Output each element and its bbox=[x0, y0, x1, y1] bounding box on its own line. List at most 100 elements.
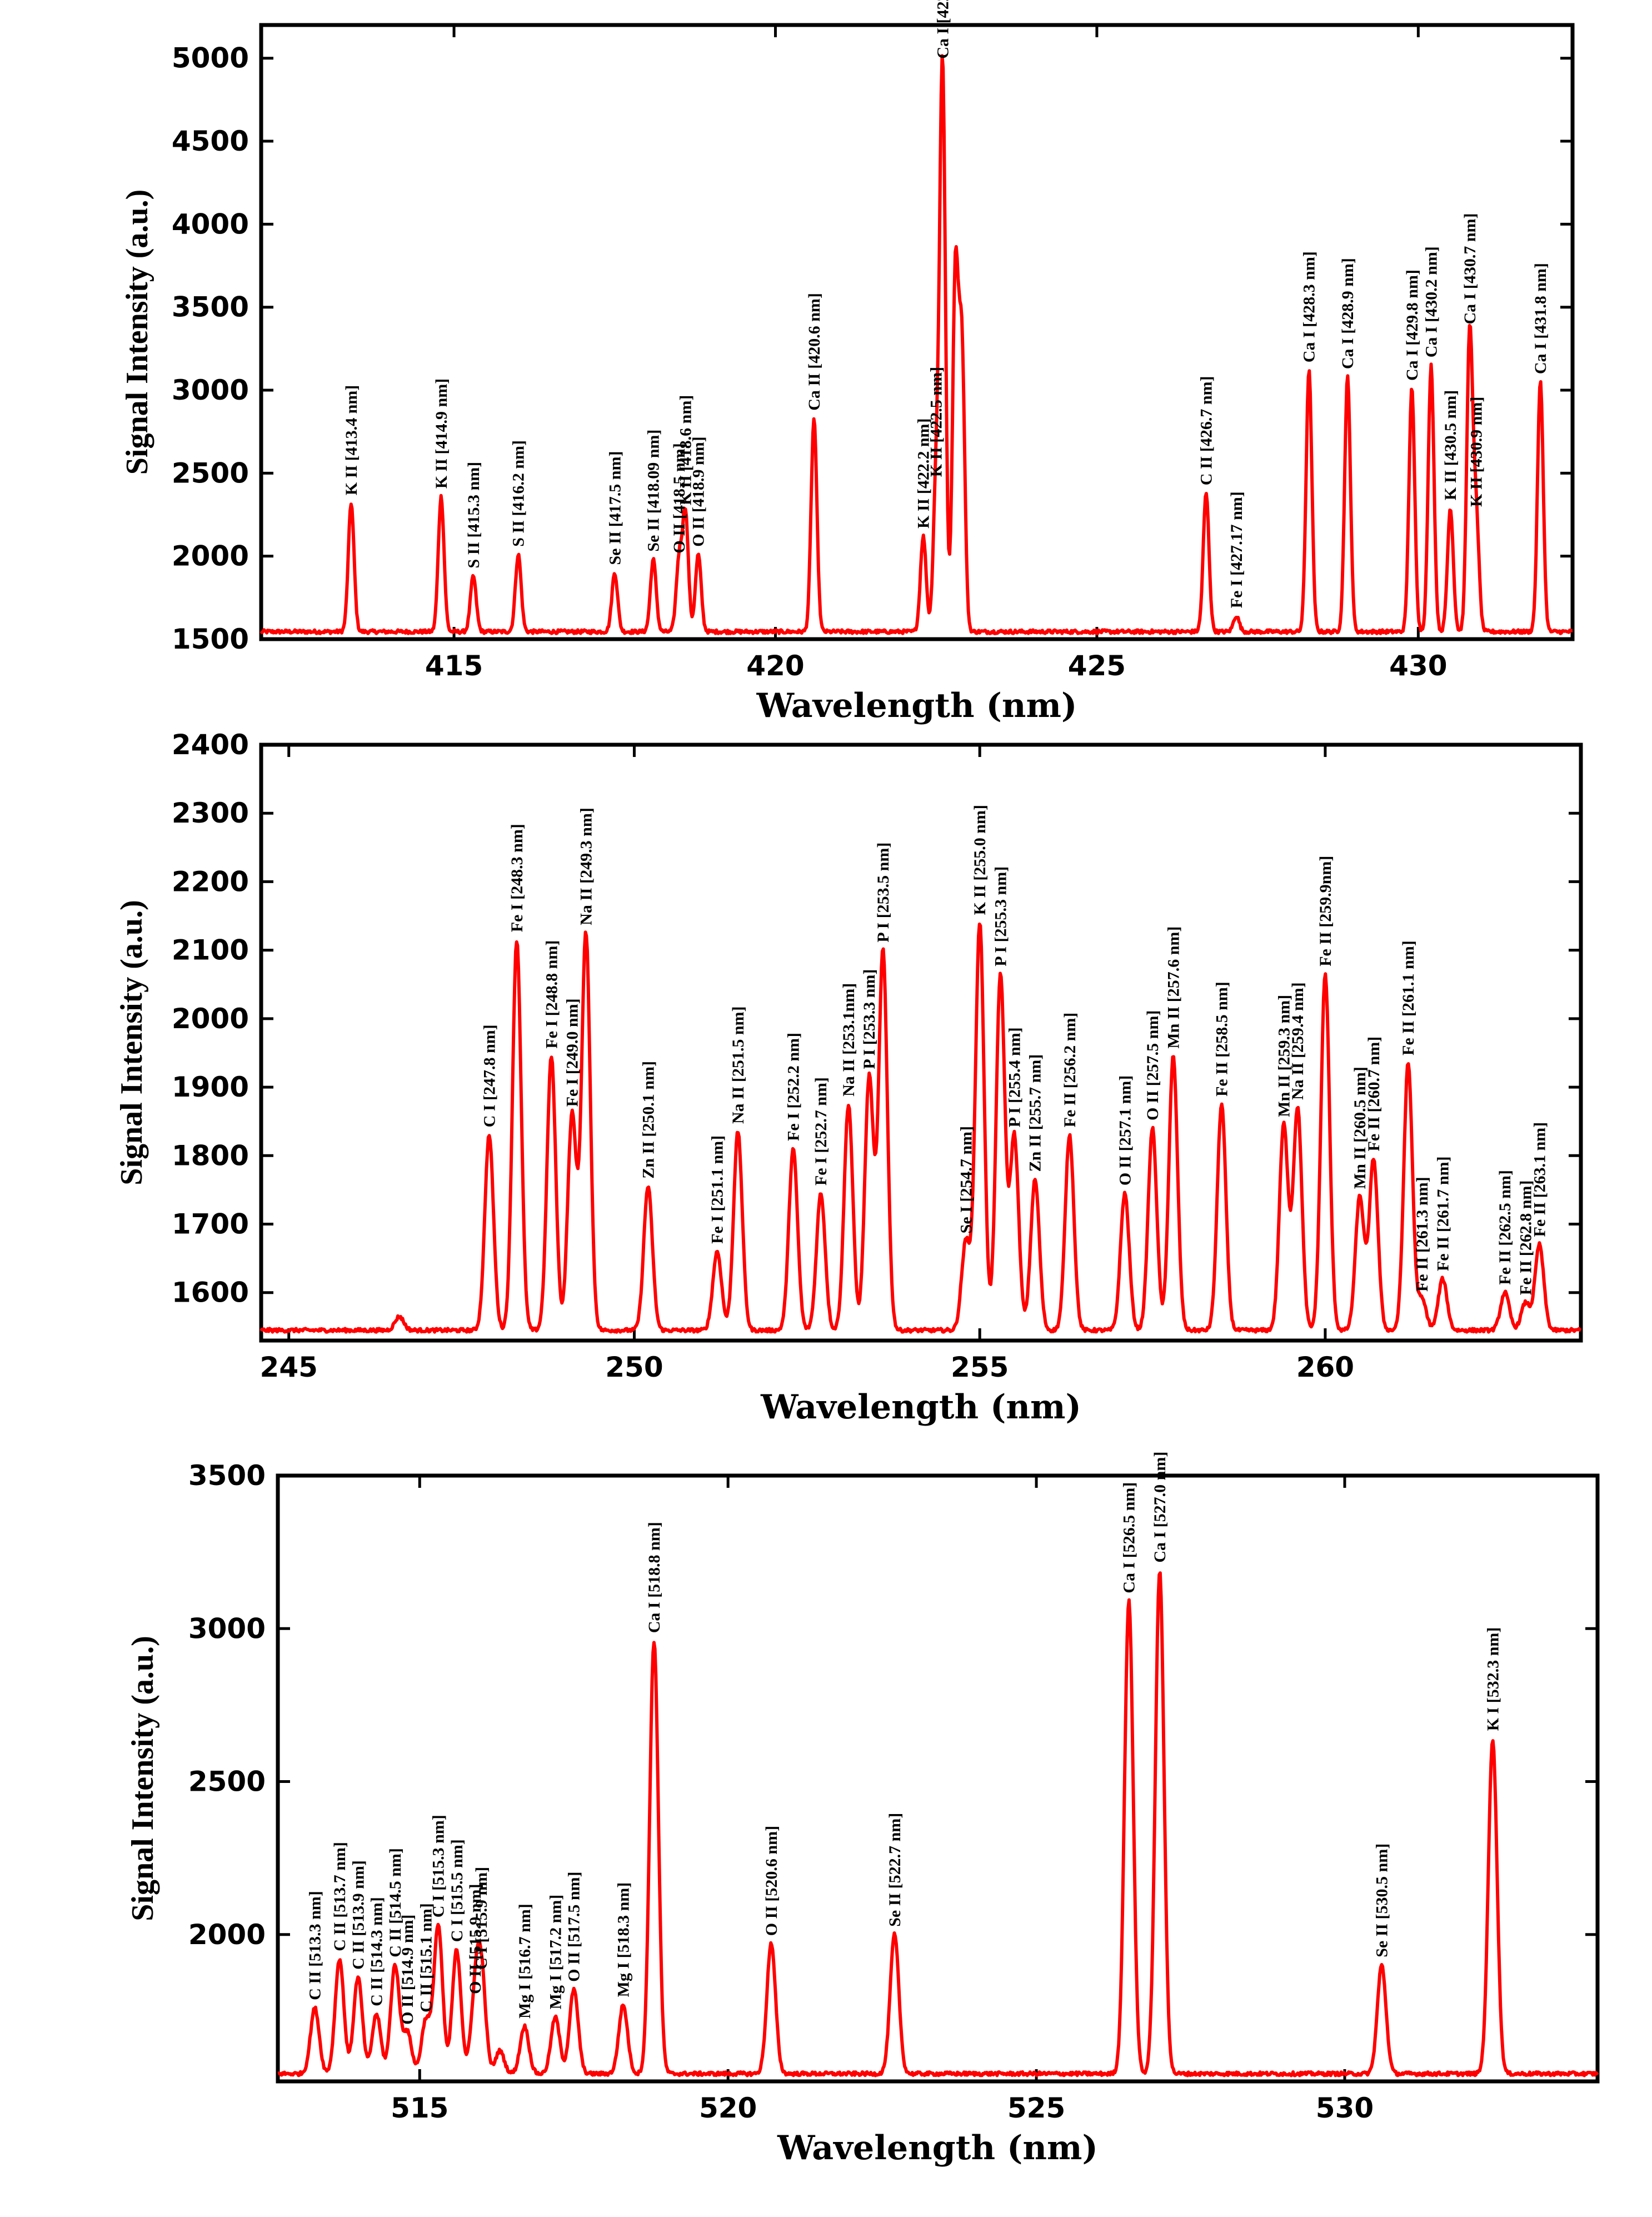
x-tick-label: 525 bbox=[1007, 2092, 1065, 2124]
peak-label: C II [426.7 nm] bbox=[1197, 376, 1216, 486]
peak-label: Fe I [252.7 nm] bbox=[812, 1077, 830, 1185]
peak-label: P I [255.4 nm] bbox=[1005, 1027, 1024, 1127]
x-tick-label: 430 bbox=[1389, 650, 1447, 682]
peak-label: Fe II [261.3 nm] bbox=[1413, 1177, 1431, 1292]
peak-label: C II [515.1 nm] bbox=[417, 1903, 435, 2012]
peak-label: C II [513.3 nm] bbox=[306, 1891, 325, 2000]
peak-label: Fe II [256.2 nm] bbox=[1061, 1013, 1079, 1128]
peak-label: Mn II [260.5 nm] bbox=[1351, 1067, 1369, 1189]
peak-label: Fe II [262.8 nm] bbox=[1517, 1180, 1535, 1296]
y-tick-label: 2200 bbox=[172, 865, 249, 898]
peak-label: Zn II [250.1 nm] bbox=[639, 1061, 657, 1179]
spectrum-line bbox=[259, 922, 1582, 1334]
y-tick-label: 1700 bbox=[172, 1208, 249, 1240]
y-tick-label: 2300 bbox=[172, 797, 249, 829]
peak-label: Ca I [428.9 nm] bbox=[1339, 258, 1357, 369]
x-axis-label: Wavelength (nm) bbox=[756, 686, 1077, 725]
peak-label: O II [257.1 nm] bbox=[1116, 1075, 1134, 1185]
x-tick-label: 255 bbox=[951, 1351, 1009, 1383]
y-tick-label: 1900 bbox=[172, 1071, 249, 1103]
peak-label: K II [430.9 nm] bbox=[1467, 397, 1485, 507]
y-tick-label: 4500 bbox=[172, 125, 249, 157]
peak-label: Se II [418.09 nm] bbox=[645, 430, 663, 552]
peak-label: Ca I [430.7 nm] bbox=[1461, 213, 1479, 325]
peak-label: Fe I [252.2 nm] bbox=[784, 1033, 802, 1141]
x-tick-label: 515 bbox=[391, 2092, 448, 2124]
y-tick-label: 3000 bbox=[188, 1612, 266, 1645]
plot-frame bbox=[259, 23, 1575, 641]
peak-label: Ca I [527.0 nm] bbox=[1151, 1452, 1169, 1563]
peak-label: K II [414.9 nm] bbox=[432, 378, 451, 489]
y-axis-label: Signal Intensity (a.u.) bbox=[126, 1636, 160, 1921]
peak-label: P I [253.5 nm] bbox=[874, 843, 892, 943]
peak-label: Ca I [430.2 nm] bbox=[1422, 246, 1440, 357]
y-tick-label: 3500 bbox=[188, 1459, 266, 1492]
x-tick-label: 520 bbox=[699, 2092, 757, 2124]
y-tick-label: 2500 bbox=[172, 457, 249, 489]
peak-label: K II [422.5 nm] bbox=[927, 367, 946, 477]
peak-label: Ca I [422.6 nm] bbox=[934, 0, 952, 59]
peak-label: Fe II [262.5 nm] bbox=[1496, 1170, 1514, 1285]
peak-label: C II [514.3 nm] bbox=[368, 1897, 386, 2006]
peak-label: C I [515.3 nm] bbox=[430, 1815, 448, 1917]
peak-label: O II [520.6 nm] bbox=[762, 1826, 781, 1936]
peak-label: Se II [522.7 nm] bbox=[886, 1813, 904, 1927]
peak-label: P I [255.3 nm] bbox=[991, 866, 1010, 966]
peak-label: Fe I [251.1 nm] bbox=[708, 1135, 727, 1244]
peak-label: C II [514.5 nm] bbox=[386, 1848, 405, 1957]
peak-label: O II [517.5 nm] bbox=[565, 1872, 583, 1982]
peak-label: Na II [249.3 nm] bbox=[577, 808, 595, 925]
peak-label: K II [430.5 nm] bbox=[1441, 390, 1460, 500]
peak-label: Fe I [249.0 nm] bbox=[563, 998, 582, 1107]
peak-label: O II [515.9 nm] bbox=[466, 1884, 485, 1994]
peak-label: Na II [253.1nm] bbox=[840, 983, 858, 1097]
peak-label: K II [422.2 nm] bbox=[915, 418, 933, 528]
peak-label: Na II [259.4 nm] bbox=[1289, 982, 1307, 1100]
x-tick-label: 245 bbox=[260, 1351, 318, 1383]
plot-frame bbox=[259, 743, 1583, 1343]
peak-label: Se II [530.5 nm] bbox=[1373, 1844, 1391, 1957]
peak-label: Mn II [259.3 nm] bbox=[1275, 995, 1293, 1117]
peak-label: O II [514.9 nm] bbox=[398, 1915, 417, 2025]
peak-label: K II [413.4 nm] bbox=[342, 385, 361, 495]
peak-label: Fe II [261.1 nm] bbox=[1399, 940, 1418, 1055]
x-tick-label: 530 bbox=[1316, 2092, 1374, 2124]
x-tick-label: 420 bbox=[746, 650, 804, 682]
y-tick-label: 2500 bbox=[188, 1766, 266, 1798]
x-tick-label: 425 bbox=[1068, 650, 1126, 682]
peak-label: Mg I [518.3 nm] bbox=[614, 1882, 632, 1997]
peak-label: Ca II [420.6 nm] bbox=[805, 293, 823, 411]
peak-label: Fe I [427.17 nm] bbox=[1227, 491, 1246, 608]
y-tick-label: 2400 bbox=[172, 729, 249, 761]
x-axis-label: Wavelength (nm) bbox=[777, 2129, 1098, 2168]
peak-label: O II [418.9 nm] bbox=[690, 436, 708, 546]
peak-label: C I [515.9 nm] bbox=[472, 1867, 491, 1970]
peak-label: Ca I [431.8 nm] bbox=[1531, 263, 1550, 374]
peak-label: Mg I [516.7 nm] bbox=[516, 1904, 534, 2019]
peak-label: Mg I [517.2 nm] bbox=[546, 1895, 565, 2010]
y-tick-label: 2000 bbox=[172, 1003, 249, 1035]
peak-label: K II [255.0 nm] bbox=[971, 805, 989, 915]
peak-label: Se II [417.5 nm] bbox=[606, 451, 624, 565]
peak-label: K I [532.3 nm] bbox=[1484, 1627, 1502, 1731]
peak-label: Fe II [258.5 nm] bbox=[1212, 982, 1231, 1097]
x-tick-label: 415 bbox=[425, 650, 483, 682]
plot-frame bbox=[276, 1473, 1600, 2084]
y-tick-label: 2000 bbox=[172, 540, 249, 572]
peak-label: C II [513.7 nm] bbox=[331, 1842, 349, 1951]
y-axis-label: Signal Intensity (a.u.) bbox=[114, 900, 149, 1185]
peak-label: O II [257.5 nm] bbox=[1144, 1010, 1162, 1120]
peak-label: Ca I [429.8 nm] bbox=[1403, 270, 1421, 381]
y-tick-label: 1800 bbox=[172, 1139, 249, 1172]
peak-label: K II [418.6 nm] bbox=[677, 395, 695, 505]
x-tick-label: 260 bbox=[1296, 1351, 1354, 1383]
peak-label: Fe II [260.7 nm] bbox=[1365, 1037, 1383, 1152]
peak-label: Ca I [428.3 nm] bbox=[1300, 251, 1319, 362]
y-tick-label: 3000 bbox=[172, 374, 249, 406]
y-tick-label: 1600 bbox=[172, 1277, 249, 1309]
peak-label: Se I [254.7 nm] bbox=[957, 1126, 975, 1233]
y-tick-label: 5000 bbox=[172, 42, 249, 74]
peak-label: C I [247.8 nm] bbox=[480, 1024, 498, 1127]
peak-label: Zn II [255.7 nm] bbox=[1026, 1054, 1045, 1172]
